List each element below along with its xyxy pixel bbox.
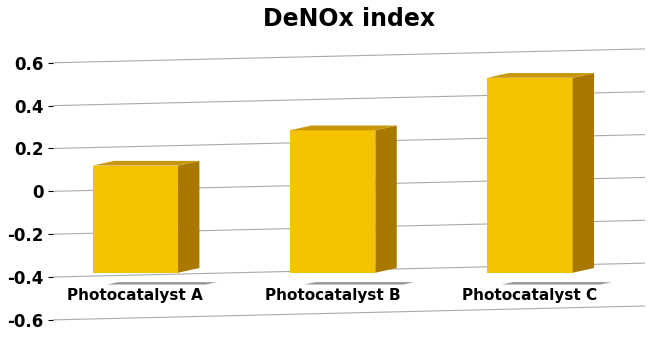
Polygon shape [290, 130, 376, 273]
Polygon shape [487, 73, 594, 78]
Polygon shape [502, 282, 612, 284]
Title: DeNOx index: DeNOx index [263, 7, 435, 31]
Polygon shape [376, 125, 396, 273]
Polygon shape [93, 166, 178, 273]
Polygon shape [93, 161, 200, 166]
Polygon shape [487, 78, 572, 273]
Polygon shape [304, 282, 414, 284]
Text: Photocatalyst C: Photocatalyst C [462, 288, 597, 303]
Polygon shape [290, 125, 396, 130]
Polygon shape [572, 73, 594, 273]
Polygon shape [108, 282, 216, 284]
Text: Photocatalyst B: Photocatalyst B [265, 288, 400, 303]
Polygon shape [178, 161, 200, 273]
Text: Photocatalyst A: Photocatalyst A [67, 288, 203, 303]
